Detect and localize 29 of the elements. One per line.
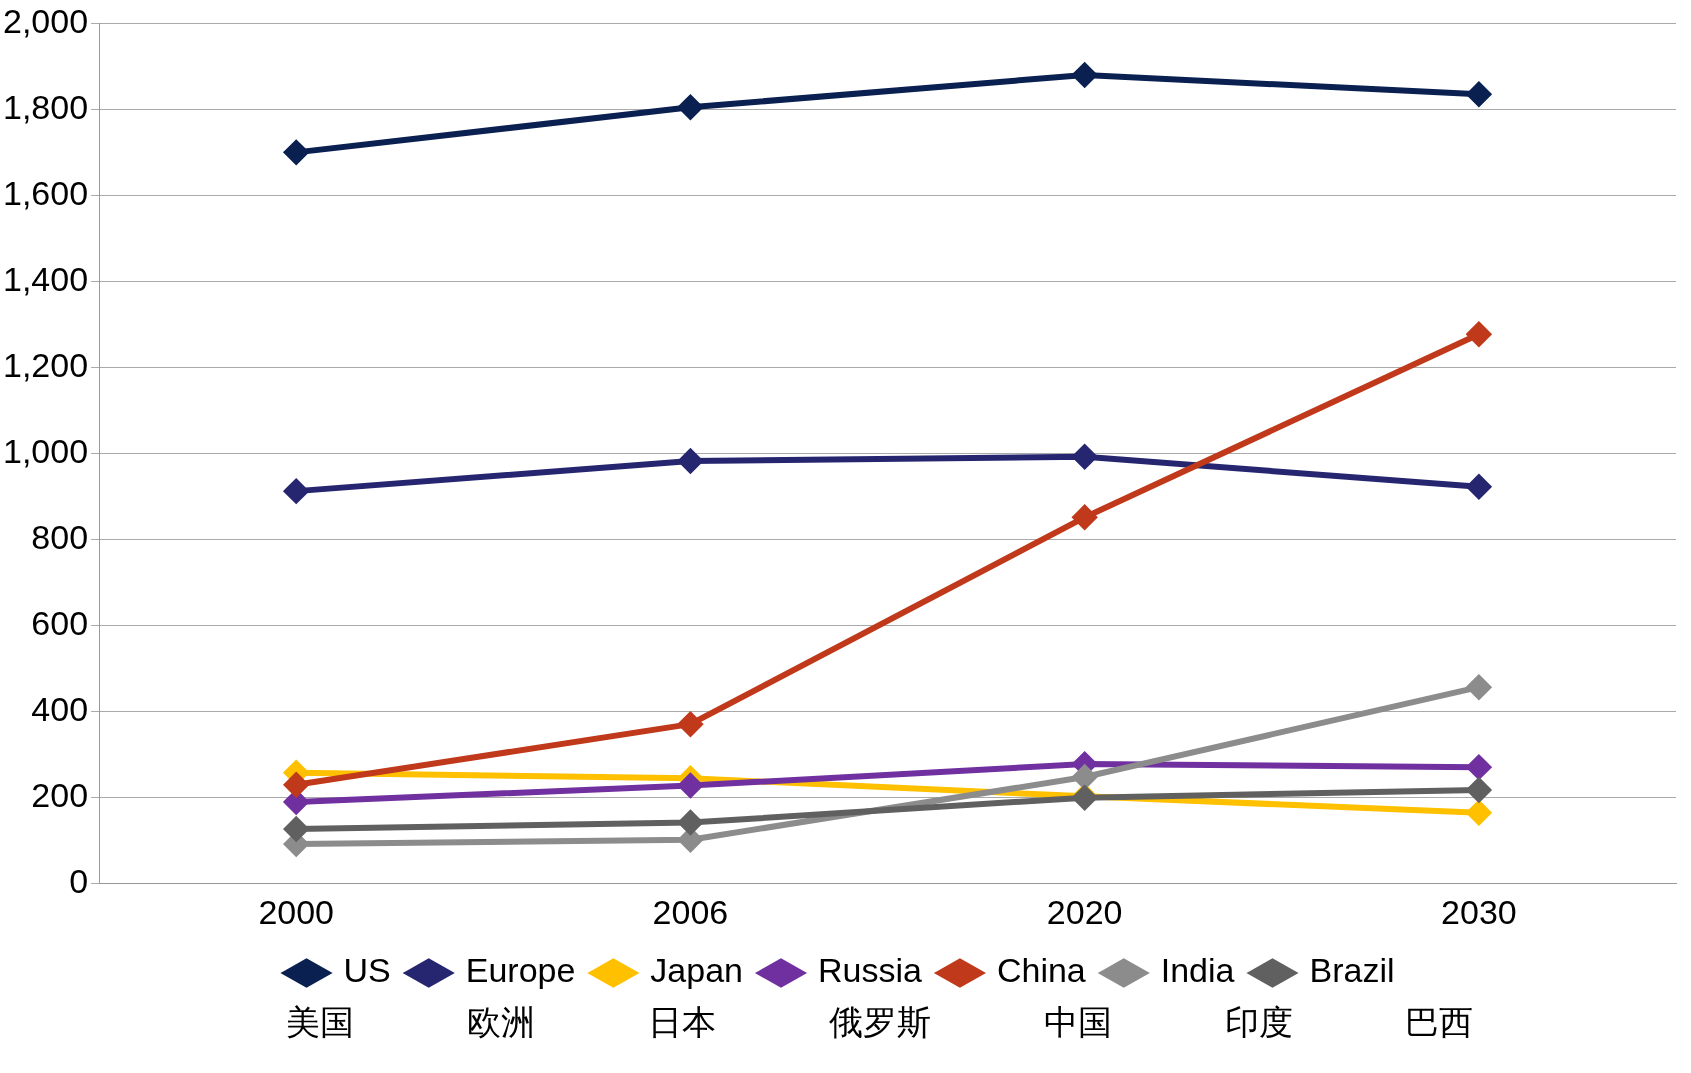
legend-label: India: [1160, 951, 1235, 990]
y-tick-label: 2,000: [2, 1, 89, 40]
text: 中国: [1043, 1001, 1112, 1044]
y-tick-label: 1,000: [2, 431, 89, 470]
y-tick-label: 600: [31, 603, 89, 642]
text: 印度: [1224, 1001, 1293, 1044]
legend-label: Japan: [650, 951, 743, 990]
y-tick-label: 1,800: [2, 87, 89, 126]
legend-label: US: [343, 951, 391, 990]
x-tick-label: 2020: [1046, 892, 1123, 931]
y-tick-label: 1,200: [2, 345, 89, 384]
x-tick-label: 2000: [258, 892, 335, 931]
y-tick-label: 1,600: [2, 173, 89, 212]
x-tick-label: 2006: [652, 892, 729, 931]
text: 美国: [286, 1001, 355, 1044]
text: 俄罗斯: [828, 1001, 931, 1044]
x-tick-label: 2030: [1441, 892, 1517, 931]
legend-label: Russia: [818, 951, 923, 990]
text: 欧洲: [467, 1001, 536, 1044]
y-tick-label: 0: [69, 861, 89, 900]
y-tick-label: 200: [31, 775, 89, 814]
text: 巴西: [1405, 1001, 1474, 1044]
legend-label: Europe: [465, 951, 576, 990]
y-tick-label: 400: [31, 689, 89, 728]
legend-label: Brazil: [1309, 951, 1395, 990]
legend-label: China: [996, 951, 1086, 990]
y-tick-label: 1,400: [2, 259, 89, 298]
y-tick-label: 800: [31, 517, 89, 556]
text: 日本: [648, 1001, 717, 1044]
